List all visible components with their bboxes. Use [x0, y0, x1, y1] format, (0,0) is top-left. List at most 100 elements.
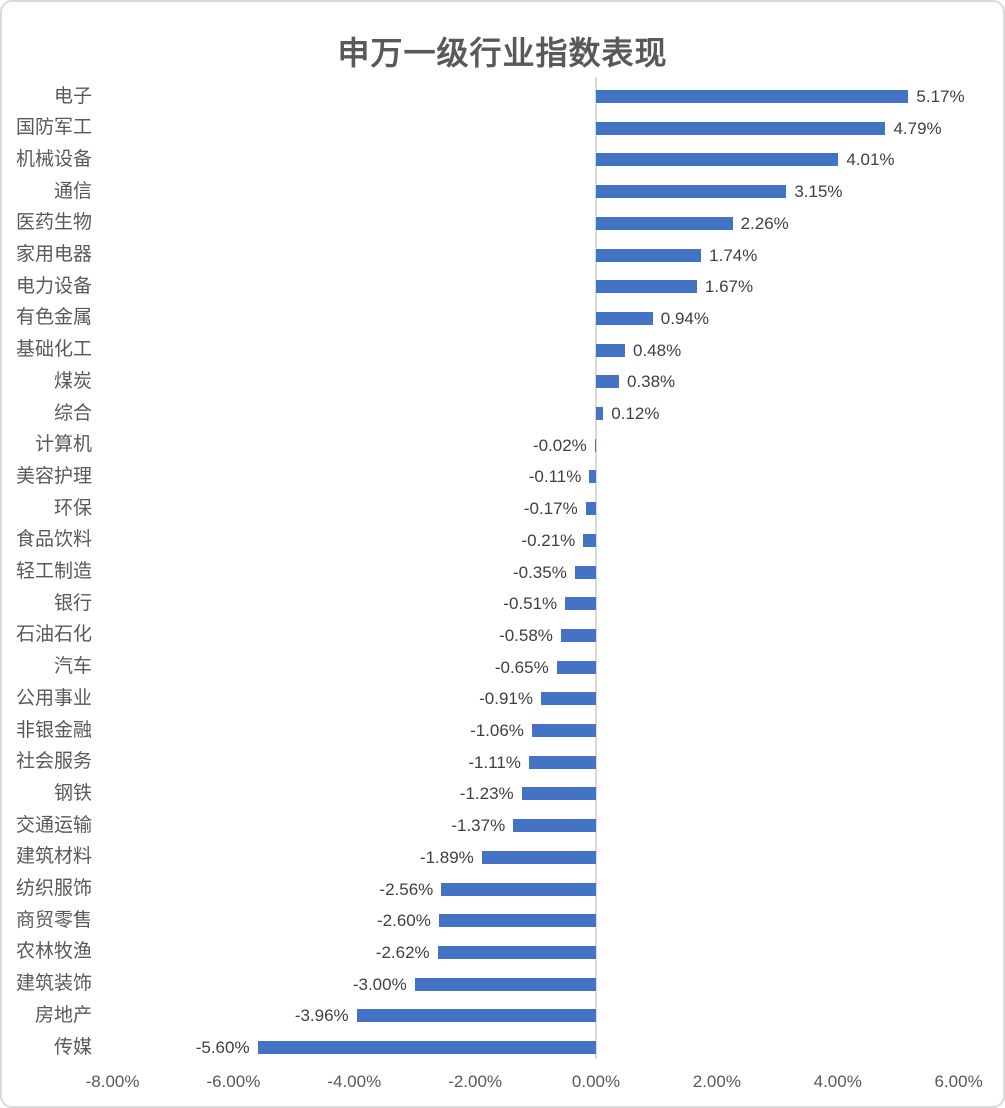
category-label: 通信 [53, 180, 92, 202]
category-label: 纺织服饰 [15, 878, 92, 899]
bar [589, 470, 596, 484]
category-label: 机械设备 [15, 148, 92, 170]
bar [596, 375, 619, 389]
category-label: 医药生物 [15, 212, 92, 234]
bar [574, 565, 596, 579]
bar [257, 1041, 596, 1054]
bar [596, 185, 787, 199]
bar [596, 90, 909, 103]
category-label: 建筑材料 [15, 846, 92, 868]
category-label: 公用事业 [15, 687, 92, 709]
bar [596, 311, 653, 325]
bar [596, 407, 604, 420]
value-label: 1.74% [709, 245, 758, 265]
bar [531, 724, 596, 737]
value-label: -0.65% [494, 657, 549, 677]
category-label: 钢铁 [53, 782, 92, 804]
bar [528, 755, 596, 769]
category-label: 环保 [53, 497, 92, 519]
value-label: 0.12% [611, 404, 660, 423]
bar [541, 692, 596, 706]
bar [521, 787, 596, 801]
bar [438, 914, 596, 928]
value-label: -0.11% [528, 467, 582, 487]
x-axis-tick-label: 2.00% [692, 1072, 741, 1091]
category-label: 汽车 [53, 656, 92, 678]
category-label: 煤炭 [53, 370, 92, 392]
value-label: -1.11% [468, 752, 521, 772]
value-label: 4.01% [846, 150, 895, 170]
x-axis-tick-label: 6.00% [934, 1072, 983, 1091]
category-label: 国防军工 [15, 117, 92, 139]
value-label: -1.89% [419, 847, 474, 867]
bar [585, 502, 596, 516]
category-label: 非银金融 [15, 719, 92, 741]
category-label: 食品饮料 [15, 529, 92, 551]
value-label: 0.94% [660, 308, 709, 328]
value-label: 0.38% [626, 372, 676, 392]
value-label: 3.15% [794, 182, 843, 202]
bar [560, 628, 596, 642]
value-label: -0.17% [523, 499, 578, 519]
value-label: -2.60% [377, 911, 431, 931]
category-label: 电子 [53, 85, 92, 107]
value-label: -0.02% [532, 435, 587, 455]
value-label: 2.26% [740, 213, 789, 233]
bar [565, 597, 596, 611]
category-label: 房地产 [34, 1004, 92, 1026]
bar [556, 660, 596, 674]
chart-title: 申万一级行业指数表现 [337, 35, 668, 71]
bar [481, 850, 596, 864]
bar [583, 533, 596, 547]
bar [441, 882, 596, 896]
category-label: 电力设备 [15, 275, 92, 297]
x-axis-tick-label: 4.00% [813, 1072, 862, 1091]
category-label: 交通运输 [15, 814, 92, 836]
category-label: 轻工制造 [15, 561, 92, 582]
value-label: 0.48% [633, 340, 682, 360]
x-axis-tick-label: -2.00% [448, 1072, 503, 1091]
bar [437, 945, 596, 959]
bar [513, 819, 596, 833]
value-label: -0.58% [499, 625, 553, 645]
bar [596, 343, 625, 357]
bar [596, 121, 886, 135]
x-axis-tick-label: -8.00% [85, 1072, 140, 1091]
category-label: 商贸零售 [15, 909, 92, 931]
value-label: -3.00% [352, 974, 407, 994]
category-label: 综合 [53, 402, 92, 424]
category-label: 建筑装饰 [15, 973, 92, 995]
category-label: 基础化工 [15, 339, 92, 361]
value-label: -0.51% [503, 594, 558, 614]
bar [596, 280, 697, 294]
value-label: -2.56% [379, 879, 434, 899]
value-label: -1.23% [459, 784, 514, 804]
category-label: 计算机 [34, 434, 92, 456]
category-label: 农林牧渔 [15, 941, 92, 963]
bar [356, 1009, 596, 1023]
value-label: 1.67% [704, 277, 754, 297]
value-label: 5.17% [916, 87, 965, 106]
category-label: 银行 [53, 592, 92, 614]
value-label: 4.79% [893, 118, 942, 138]
value-label: -0.35% [512, 562, 567, 582]
bar [596, 216, 733, 230]
value-label: -2.62% [375, 942, 430, 962]
category-label: 有色金属 [15, 307, 92, 329]
x-axis-tick-label: -6.00% [206, 1072, 261, 1091]
bar [594, 438, 596, 452]
value-label: -3.96% [294, 1006, 349, 1026]
bar [414, 977, 596, 991]
category-label: 石油石化 [15, 624, 92, 646]
category-label: 社会服务 [15, 751, 92, 773]
bar [596, 248, 702, 262]
category-label: 家用电器 [15, 244, 92, 265]
category-label: 传媒 [53, 1036, 92, 1058]
value-label: -0.21% [521, 530, 576, 550]
category-label: 美容护理 [15, 465, 92, 487]
x-axis-tick-label: 0.00% [571, 1072, 621, 1091]
value-label: -5.60% [195, 1038, 250, 1057]
